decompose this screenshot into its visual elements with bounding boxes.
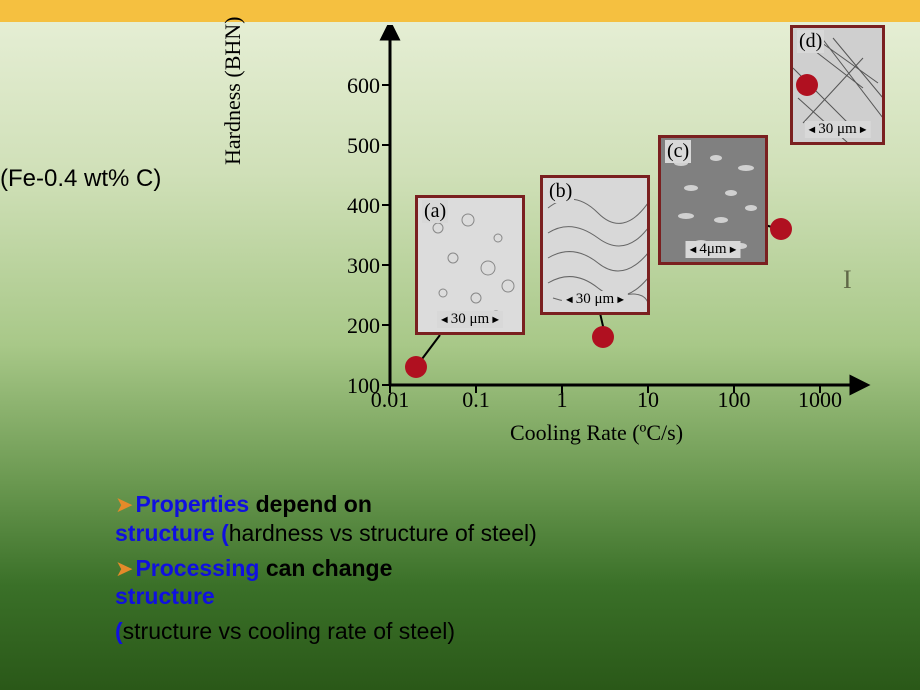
micrograph-b: (b) 30 μm xyxy=(540,175,650,315)
micrograph-a-letter: (a) xyxy=(422,200,448,223)
y-tick-400: 400 xyxy=(320,193,380,219)
micrograph-c-letter: (c) xyxy=(665,140,691,163)
x-tick-5: 1000 xyxy=(790,387,850,413)
micrograph-a-scale: 30 μm xyxy=(437,311,503,328)
y-tick-200: 200 xyxy=(320,313,380,339)
micrograph-d-scale: 30 μm xyxy=(804,121,870,138)
bullet2-keyword-processing: Processing xyxy=(135,555,259,581)
y-axis-label: Hardness (BHN) xyxy=(220,17,246,165)
y-tick-500: 500 xyxy=(320,133,380,159)
bullet2-text-change: can change xyxy=(259,555,392,581)
micrograph-c: (c) 4μm xyxy=(658,135,768,265)
y-tick-600: 600 xyxy=(320,73,380,99)
bullet1-keyword-structure: structure ( xyxy=(115,520,229,546)
bullet-arrow-icon: ➤ xyxy=(115,492,135,517)
top-accent-bar xyxy=(0,0,920,22)
text-cursor-icon: I xyxy=(843,265,852,295)
x-axis-label: Cooling Rate (ºC/s) xyxy=(510,420,683,446)
micrograph-d-letter: (d) xyxy=(797,30,824,53)
x-tick-0: 0.01 xyxy=(360,387,420,413)
data-point-a xyxy=(405,356,427,378)
x-tick-4: 100 xyxy=(704,387,764,413)
bullet2-paren: ( xyxy=(115,618,123,644)
bullet1-text-depend: depend on xyxy=(249,491,372,517)
hardness-vs-cooling-rate-chart: 100 200 300 400 500 600 0.01 0.1 1 10 10… xyxy=(260,25,880,455)
data-point-b xyxy=(592,326,614,348)
bullet-text-block: ➤Properties depend on structure (hardnes… xyxy=(115,490,815,652)
alloy-composition-label: (Fe-0.4 wt% C) xyxy=(0,165,161,193)
data-point-d xyxy=(796,74,818,96)
x-tick-1: 0.1 xyxy=(446,387,506,413)
bullet1-text-explain: hardness vs structure of steel) xyxy=(229,520,537,546)
micrograph-a: (a) 30 μm xyxy=(415,195,525,335)
data-point-c xyxy=(770,218,792,240)
bullet2-text-explain: structure vs cooling rate of steel) xyxy=(123,618,455,644)
bullet2-keyword-structure: structure xyxy=(115,583,215,609)
micrograph-b-letter: (b) xyxy=(547,180,574,203)
y-tick-300: 300 xyxy=(320,253,380,279)
micrograph-b-scale: 30 μm xyxy=(562,291,628,308)
x-tick-2: 1 xyxy=(532,387,592,413)
bullet-arrow-icon: ➤ xyxy=(115,556,135,581)
micrograph-c-scale: 4μm xyxy=(686,241,741,258)
x-tick-3: 10 xyxy=(618,387,678,413)
bullet1-keyword-properties: Properties xyxy=(135,491,249,517)
